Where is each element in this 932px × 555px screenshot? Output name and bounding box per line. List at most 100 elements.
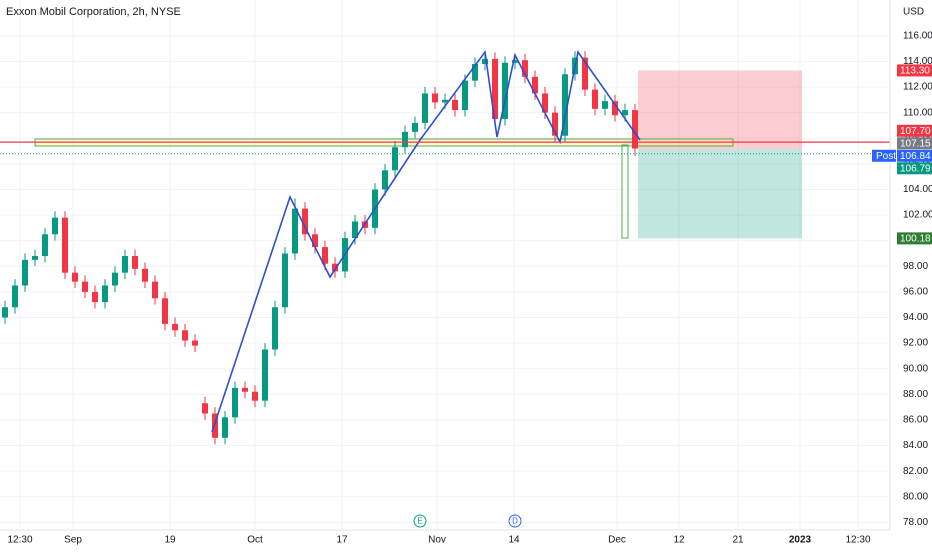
y-tick-label: 112.00 bbox=[903, 82, 932, 93]
candle-body bbox=[382, 170, 388, 190]
x-tick-label: 21 bbox=[732, 535, 744, 546]
candle-body bbox=[472, 64, 478, 81]
price-label-box bbox=[897, 64, 932, 77]
price-label: 106.84 bbox=[900, 151, 931, 162]
y-tick-label: 94.00 bbox=[903, 312, 928, 323]
candle-body bbox=[442, 99, 448, 103]
candle-body bbox=[402, 131, 408, 148]
candle-body bbox=[12, 285, 18, 308]
candle-body bbox=[62, 217, 68, 273]
y-tick-label: 116.00 bbox=[903, 30, 932, 41]
event-label: E bbox=[417, 517, 422, 526]
grid bbox=[0, 0, 890, 530]
candle-body bbox=[562, 74, 568, 136]
y-tick-label: 98.00 bbox=[903, 261, 928, 272]
candle-body bbox=[222, 417, 228, 438]
price-label: 106.79 bbox=[900, 163, 931, 174]
candle-body bbox=[292, 208, 298, 254]
candle-body bbox=[282, 253, 288, 308]
candle-body bbox=[552, 112, 558, 136]
chart-title: Exxon Mobil Corporation, 2h, NYSE bbox=[6, 6, 181, 18]
pattern-line bbox=[211, 49, 641, 433]
event-label: D bbox=[512, 517, 518, 526]
candle-body bbox=[462, 80, 468, 111]
candle-body bbox=[512, 60, 518, 63]
candle-body bbox=[332, 263, 338, 272]
candle-body bbox=[32, 256, 38, 260]
x-tick-label: Oct bbox=[247, 535, 263, 546]
candle-body bbox=[52, 217, 58, 235]
post-tag-box bbox=[872, 149, 896, 162]
candle-body bbox=[212, 413, 218, 438]
candle-body bbox=[2, 307, 8, 318]
event-marker bbox=[508, 514, 522, 528]
candle-body bbox=[172, 323, 178, 331]
candle-body bbox=[162, 298, 168, 324]
y-tick-label: 88.00 bbox=[903, 389, 928, 400]
y-tick-label: 114.00 bbox=[903, 56, 932, 67]
candle-body bbox=[352, 221, 358, 239]
candle-body bbox=[532, 76, 538, 94]
candle-body bbox=[272, 307, 278, 350]
x-tick-label: 17 bbox=[336, 535, 348, 546]
y-tick-label: 78.00 bbox=[903, 517, 928, 528]
price-label: 107.70 bbox=[900, 126, 931, 137]
price-label-box bbox=[897, 162, 932, 175]
price-label-box bbox=[897, 149, 932, 162]
candle-body bbox=[252, 391, 258, 401]
price-label-box bbox=[897, 124, 932, 137]
candle-body bbox=[182, 330, 188, 341]
candle-body bbox=[42, 234, 48, 257]
y-tick-label: 104.00 bbox=[903, 184, 932, 195]
y-tick-label: 96.00 bbox=[903, 287, 928, 298]
candle-body bbox=[392, 147, 398, 171]
candle-body bbox=[22, 259, 28, 286]
candle-body bbox=[502, 62, 508, 120]
price-label: 100.18 bbox=[900, 234, 931, 245]
candle-body bbox=[92, 291, 98, 303]
candle-body bbox=[422, 93, 428, 123]
x-tick-label: 14 bbox=[508, 535, 520, 546]
candle-body bbox=[582, 57, 588, 90]
candle-body bbox=[302, 208, 308, 235]
currency: USD bbox=[903, 7, 924, 18]
target-zone bbox=[638, 149, 802, 239]
candle-body bbox=[112, 272, 118, 286]
candle-body bbox=[612, 101, 618, 116]
price-label: 107.15 bbox=[900, 138, 931, 149]
price-label-box bbox=[897, 137, 932, 150]
y-tick-label: 82.00 bbox=[903, 466, 928, 477]
candle-body bbox=[322, 247, 328, 264]
candle-body bbox=[632, 110, 638, 149]
y-tick-label: 84.00 bbox=[903, 440, 928, 451]
candle-body bbox=[242, 387, 248, 392]
drop-box bbox=[621, 144, 629, 239]
post-tag: Post bbox=[876, 151, 896, 162]
x-tick-label: Dec bbox=[608, 535, 626, 546]
y-tick-label: 92.00 bbox=[903, 338, 928, 349]
y-tick-label: 80.00 bbox=[903, 491, 928, 502]
candle-body bbox=[592, 89, 598, 109]
candle-body bbox=[412, 122, 418, 132]
y-tick-label: 86.00 bbox=[903, 415, 928, 426]
candle-body bbox=[72, 272, 78, 282]
labels: 78.00 80.00 82.00 84.00 86.00 88.00 90.00 92.00… bbox=[7, 30, 932, 546]
event-marker bbox=[413, 514, 427, 528]
y-tick-label: 90.00 bbox=[903, 363, 928, 374]
candle-body bbox=[102, 285, 108, 303]
price-label: 113.30 bbox=[900, 66, 930, 77]
x-tick-label: 2023 bbox=[789, 535, 812, 546]
candle-body bbox=[132, 256, 138, 269]
y-tick-label: 110.00 bbox=[903, 107, 932, 118]
x-tick-label: 12:30 bbox=[845, 535, 870, 546]
x-tick-label: 19 bbox=[164, 535, 176, 546]
candle-body bbox=[432, 93, 438, 103]
candle-body bbox=[262, 349, 268, 401]
y-tick-label: 102.00 bbox=[903, 210, 932, 221]
candle-body bbox=[522, 60, 528, 77]
candle-body bbox=[482, 58, 488, 65]
candle-body bbox=[492, 58, 498, 120]
candle-body bbox=[232, 387, 238, 418]
